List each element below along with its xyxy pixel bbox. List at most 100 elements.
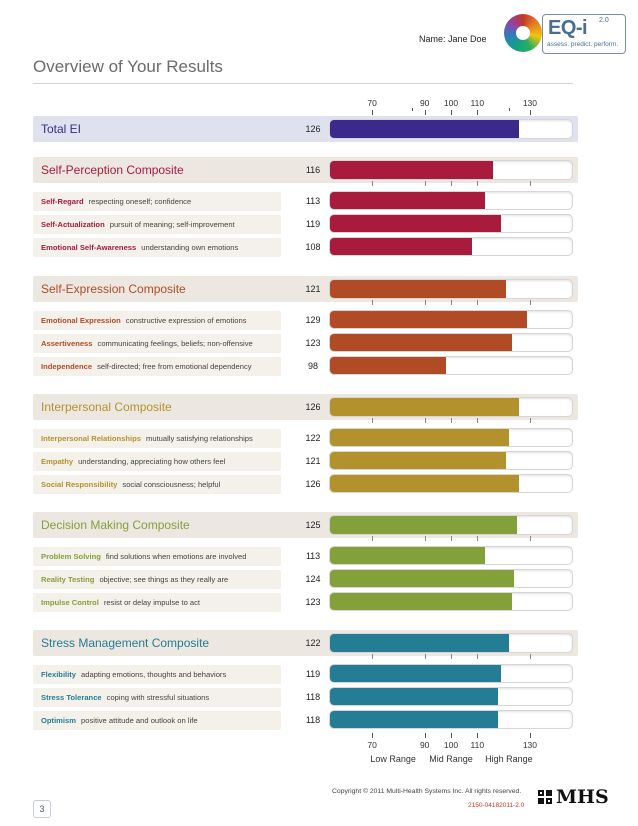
scale-minor-tick (411, 108, 413, 111)
subscale-label: Optimism positive attitude and outlook on… (41, 716, 198, 725)
composite-bar (330, 398, 520, 416)
subscale-bar (330, 475, 520, 492)
scale-label-bottom: 100 (443, 740, 459, 750)
subscale-description: adapting emotions, thoughts and behavior… (81, 670, 227, 679)
form-code: 2150-04182011-2.0 (468, 802, 525, 809)
subscale-row (33, 215, 281, 234)
subscale-bar-track (330, 357, 572, 374)
composite-tick (529, 418, 531, 423)
logo-tagline: assess. predict. perform. (547, 41, 619, 48)
composite-tick (451, 536, 452, 541)
page-title: Overview of Your Results (33, 57, 223, 76)
scale-label-top: 90 (419, 98, 430, 108)
scale-tick-top (529, 110, 531, 115)
subscale-label: Stress Tolerance coping with stressful si… (41, 693, 209, 702)
range-label: High Range (485, 754, 533, 764)
subscale-bar-track (330, 215, 572, 232)
subscale-label: Impulse Control resist or delay impulse t… (41, 598, 200, 607)
subscale-name: Interpersonal Relationships (41, 434, 142, 443)
scale-tick-bottom (529, 733, 531, 738)
scale-label-top: 100 (443, 98, 459, 108)
range-label: Low Range (370, 754, 416, 764)
composite-title: Self-Expression Composite (41, 282, 186, 296)
subscale-description: coping with stressful situations (106, 693, 210, 702)
page-number: 3 (33, 800, 51, 818)
composite-tick (451, 654, 452, 659)
subscale-bar-track (330, 570, 572, 587)
subscale-bar (330, 238, 473, 255)
subscale-name: Impulse Control (41, 598, 99, 607)
subscale-name: Self-Regard (41, 197, 84, 206)
subscale-bar (330, 311, 528, 328)
subscale-row (33, 311, 281, 330)
subscale-score: 126 (305, 479, 321, 489)
mhs-brand: MHS (556, 786, 609, 808)
subscale-description: positive attitude and outlook on life (81, 716, 198, 725)
subscale-row (33, 238, 281, 257)
subscale-name: Self-Actualization (41, 220, 105, 229)
subscale-name: Stress Tolerance (41, 693, 102, 702)
subscale-bar-track (330, 192, 572, 209)
subscale-bar-track (330, 452, 572, 469)
subscale-row (33, 570, 281, 589)
subscale-bar-track (330, 311, 572, 328)
respondent-name: Name: Jane Doe (419, 34, 487, 44)
subscale-name: Reality Testing (41, 575, 95, 584)
subscale-score: 121 (305, 456, 321, 466)
subscale-score: 119 (305, 219, 321, 229)
subscale-description: understanding own emotions (141, 243, 239, 252)
title-divider (33, 83, 573, 84)
subscale-description: objective; see things as they really are (99, 575, 229, 584)
subscale-score: 124 (305, 574, 321, 584)
scale-tick-top (451, 110, 452, 115)
composite-bar-track (330, 161, 572, 179)
scale-tick-top (372, 110, 374, 115)
subscale-row (33, 475, 281, 494)
subscale-name: Empathy (41, 457, 74, 466)
subscale-description: pursuit of meaning; self-improvement (109, 220, 235, 229)
scale-tick-bottom (477, 733, 479, 738)
scale-tick-bottom (372, 733, 374, 738)
scale-label-bottom: 130 (522, 740, 537, 750)
scale-label-bottom: 90 (419, 740, 430, 750)
composite-tick (529, 654, 531, 659)
composite-bar-track (330, 120, 572, 138)
subscale-label: Emotional Self-Awareness understanding ow… (41, 243, 238, 252)
composite-tick (372, 181, 374, 186)
subscale-score: 108 (305, 242, 321, 252)
composite-tick (372, 536, 374, 541)
composite-tick (424, 181, 426, 186)
logo-version: 2.0 (599, 17, 609, 24)
composite-bar-track (330, 516, 572, 534)
subscale-bar-track (330, 711, 572, 728)
subscale-bar-track (330, 334, 572, 351)
composite-tick (424, 536, 426, 541)
subscale-bar (330, 547, 486, 564)
subscale-bar (330, 665, 501, 682)
logo-box: EQ-i 2.0 assess. predict. perform. (542, 14, 626, 54)
subscale-score: 122 (305, 433, 321, 443)
subscale-name: Emotional Self-Awareness (41, 243, 137, 252)
subscale-score: 119 (305, 669, 321, 679)
subscale-bar (330, 215, 501, 232)
copyright: Copyright © 2011 Multi-Health Systems In… (332, 788, 522, 795)
subscale-description: communicating feelings, beliefs; non-off… (97, 339, 253, 348)
subscale-row (33, 593, 281, 612)
composite-tick (529, 536, 531, 541)
scale-label-bottom: 70 (367, 740, 377, 750)
subscale-bar (330, 192, 486, 209)
subscale-label: Social Responsibility social consciousnes… (41, 480, 220, 489)
subscale-label: Problem Solving find solutions when emoti… (41, 552, 247, 561)
composite-tick (477, 536, 479, 541)
composite-bar-track (330, 398, 572, 416)
composite-bar-track (330, 280, 572, 298)
subscale-bar-track (330, 547, 572, 564)
subscale-bar (330, 570, 515, 587)
subscale-name: Emotional Expression (41, 316, 121, 325)
scale-label-top: 70 (367, 98, 377, 108)
composite-title: Decision Making Composite (41, 518, 190, 532)
subscale-bar-track (330, 665, 572, 682)
range-label: Mid Range (429, 754, 473, 764)
subscale-row (33, 452, 281, 471)
subscale-label: Independence self-directed; free from emo… (41, 362, 252, 371)
